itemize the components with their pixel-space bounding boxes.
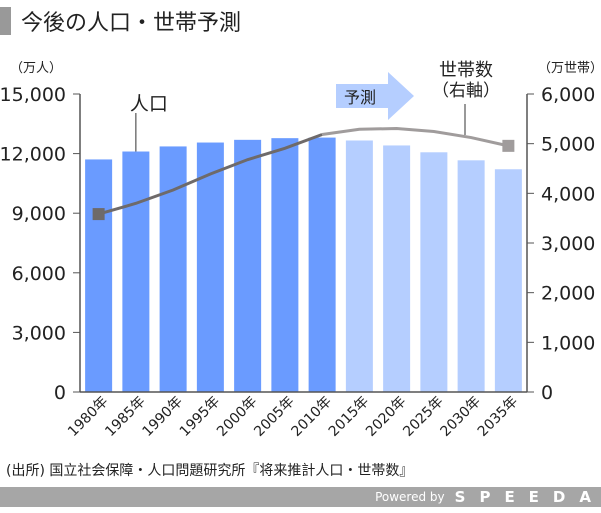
- x-tick-label: 1995年: [177, 394, 223, 440]
- bar-1990年: [159, 146, 187, 392]
- right-tick-label: 0: [541, 382, 553, 404]
- x-tick-label: 2025年: [400, 394, 446, 440]
- source-note: (出所) 国立社会保障・人口問題研究所『将来推計人口・世帯数』: [6, 463, 414, 479]
- households-axis-note: （右軸）: [432, 81, 500, 101]
- chart: 0 3,000 6,000 9,000 12,000 15,000 0 1,000 2,000 3…: [0, 60, 601, 440]
- forecast-arrow-icon: [336, 72, 414, 120]
- bar-2030年: [457, 160, 485, 392]
- bar-2005年: [271, 138, 299, 392]
- x-tick-label: 1980年: [65, 394, 111, 440]
- bar-2010年: [308, 137, 336, 392]
- bar-1980年: [85, 159, 113, 392]
- x-tick-label: 2020年: [363, 394, 409, 440]
- households-line-forecast: [321, 127, 509, 148]
- bar-1985年: [122, 151, 150, 392]
- bar-1995年: [196, 142, 224, 392]
- left-tick-label: 15,000: [0, 84, 66, 106]
- households-line-actual: [98, 133, 323, 216]
- left-axis-unit: （万人）: [10, 61, 62, 76]
- title-text: 今後の人口・世帯予測: [21, 11, 242, 36]
- footer-bar: Powered by SPEEDA: [0, 487, 601, 507]
- x-tick-label: 2005年: [251, 394, 297, 440]
- right-tick-label: 2,000: [541, 283, 595, 305]
- forecast-label: 予測: [344, 88, 376, 107]
- left-tick-label: 9,000: [12, 203, 66, 225]
- chart-title: 今後の人口・世帯予測: [0, 6, 241, 36]
- bar-2025年: [420, 152, 448, 392]
- households-label: 世帯数: [439, 60, 493, 81]
- households-end-marker: [502, 139, 515, 152]
- x-tick-label: 1985年: [102, 394, 148, 440]
- left-tick-label: 3,000: [12, 322, 66, 344]
- bar-2000年: [234, 139, 262, 392]
- left-tick-label: 6,000: [12, 263, 66, 285]
- right-axis-unit: （万世帯）: [538, 61, 601, 76]
- x-tick-label: 2000年: [214, 394, 260, 440]
- bar-2020年: [383, 145, 411, 392]
- x-tick-label: 2030年: [438, 394, 484, 440]
- right-tick-label: 3,000: [541, 233, 595, 255]
- title-marker: [0, 7, 11, 35]
- brand-logo: SPEEDA: [454, 488, 601, 506]
- right-tick-label: 1,000: [541, 332, 595, 354]
- right-tick-label: 4,000: [541, 183, 595, 205]
- right-tick-label: 6,000: [541, 84, 595, 106]
- households-start-marker: [92, 208, 105, 221]
- powered-by: Powered by: [375, 490, 445, 504]
- right-tick-label: 5,000: [541, 134, 595, 156]
- x-tick-label: 1990年: [140, 394, 186, 440]
- left-tick-label: 12,000: [0, 144, 66, 166]
- bar-2035年: [494, 169, 522, 392]
- x-tick-label: 2010年: [289, 394, 335, 440]
- left-tick-label: 0: [54, 382, 66, 404]
- population-label: 人口: [130, 93, 168, 115]
- x-tick-label: 2035年: [475, 394, 521, 440]
- x-tick-label: 2015年: [326, 394, 372, 440]
- bar-2015年: [345, 140, 373, 392]
